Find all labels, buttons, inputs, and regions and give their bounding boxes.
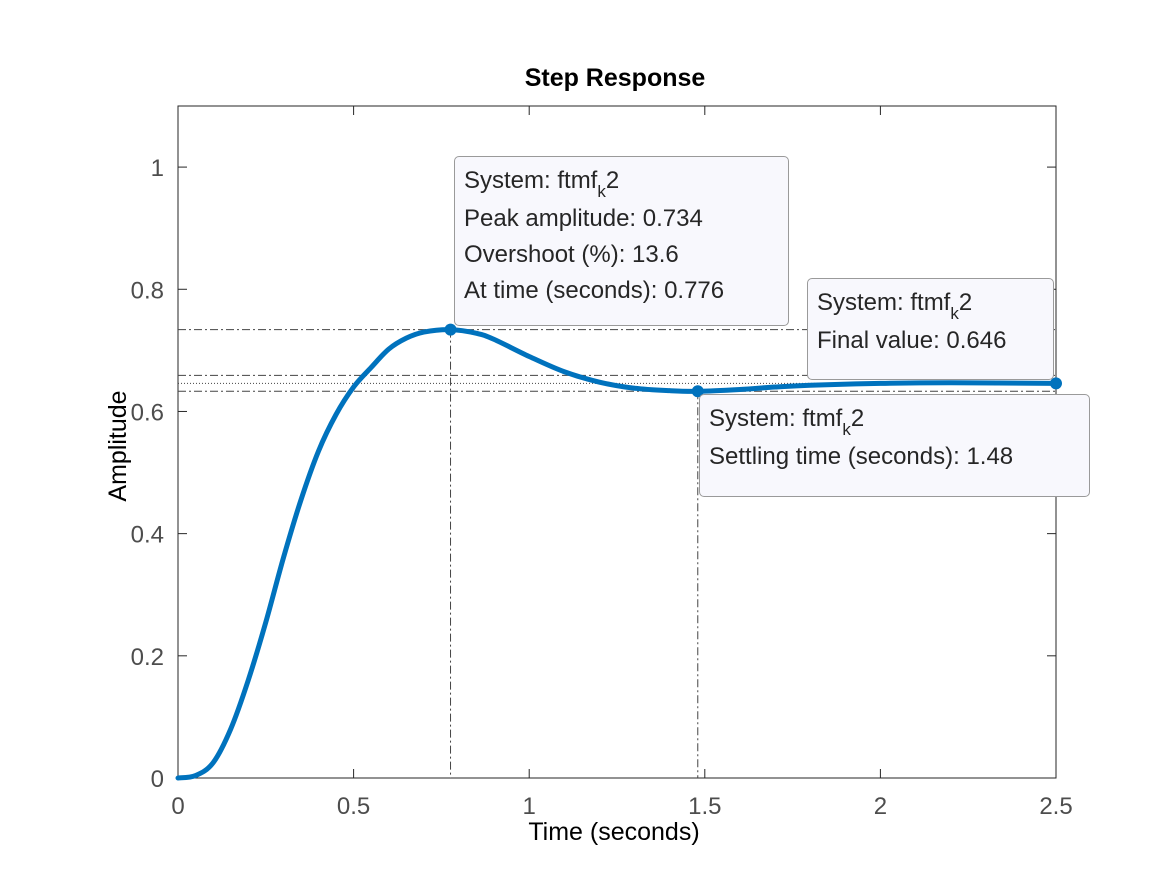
- y-tick-label: 0: [151, 766, 164, 793]
- y-tick-label: 0.8: [131, 277, 164, 304]
- y-axis-label: Amplitude: [104, 390, 132, 501]
- x-tick-label: 1.5: [688, 793, 721, 820]
- x-tick-label: 0: [171, 793, 184, 820]
- x-tick-label: 2: [874, 793, 887, 820]
- overshoot-text: Overshoot (%): 13.6: [464, 241, 679, 268]
- x-tick-label: 2.5: [1039, 793, 1072, 820]
- peak-response-datatip[interactable]: System: ftmfk2 Peak amplitude: 0.734 Ove…: [454, 156, 789, 326]
- settling-time-datatip[interactable]: System: ftmfk2 Settling time (seconds): …: [699, 394, 1090, 497]
- final-system-label: System: ftmfk2: [817, 289, 973, 323]
- final-value-text: Final value: 0.646: [817, 327, 1007, 354]
- peak-marker[interactable]: [444, 323, 457, 336]
- y-tick-label: 0.2: [131, 644, 164, 671]
- step-response-line: [175, 327, 1059, 781]
- y-tick-label: 0.6: [131, 399, 164, 426]
- axis-ticks: 0 0.5 1 1.5 2 2.5 0 0.2 0.4 0.6 0.8 1: [131, 106, 1073, 820]
- peak-system-label: System: ftmfk2: [464, 167, 620, 201]
- x-axis-label: Time (seconds): [528, 818, 699, 846]
- chart-title: Step Response: [525, 64, 706, 92]
- peak-amplitude-text: Peak amplitude: 0.734: [464, 205, 703, 232]
- final-value-datatip[interactable]: System: ftmfk2 Final value: 0.646: [807, 278, 1054, 380]
- settling-system-label: System: ftmfk2: [709, 405, 865, 439]
- y-tick-label: 1: [151, 155, 164, 182]
- data-series: [175, 327, 1059, 781]
- settling-time-text: Settling time (seconds): 1.48: [709, 443, 1014, 470]
- y-tick-label: 0.4: [131, 522, 164, 549]
- final-value-marker[interactable]: [1050, 377, 1062, 390]
- x-tick-label: 1: [523, 793, 536, 820]
- peak-time-text: At time (seconds): 0.776: [464, 277, 725, 304]
- x-tick-label: 0.5: [337, 793, 370, 820]
